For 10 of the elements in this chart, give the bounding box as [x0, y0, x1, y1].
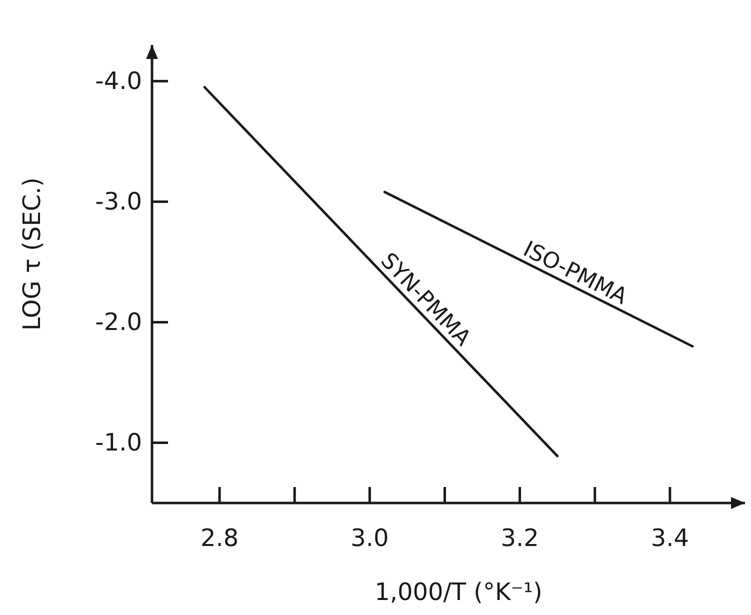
x-tick-label: 3.4 [650, 524, 690, 552]
y-tick-label: -3.0 [95, 187, 142, 216]
y-tick-label: -2.0 [95, 308, 142, 336]
x-tick-label: 3.2 [500, 524, 539, 552]
x-tick-label: 2.8 [200, 524, 239, 552]
x-axis-title: 1,000/T (°K⁻¹) [374, 578, 542, 606]
y-tick-label: -4.0 [95, 66, 142, 95]
y-tick-label: -1.0 [95, 428, 142, 456]
x-tick-label: 3.0 [350, 524, 389, 552]
y-axis-title: LOG τ (SEC.) [18, 177, 46, 331]
